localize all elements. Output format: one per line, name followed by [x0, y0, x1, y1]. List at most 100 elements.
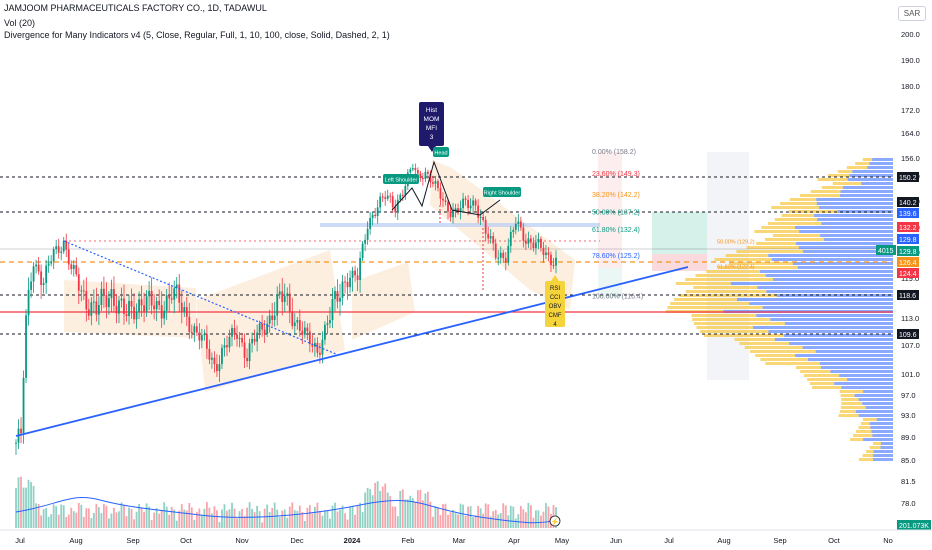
volume-bar — [326, 510, 329, 528]
volume-bar — [87, 508, 90, 528]
candle-body — [281, 291, 284, 303]
fib-label: 78.60% (125.2) — [592, 253, 640, 260]
profile-bar-down — [838, 414, 859, 417]
price-axis: 200.0190.0180.0172.0164.0156.0148.0140.0… — [876, 0, 932, 550]
candle-body — [432, 182, 434, 184]
candle-body — [447, 201, 449, 212]
candle-body — [459, 208, 462, 212]
volume-bar — [170, 506, 173, 528]
candle-body — [25, 315, 27, 378]
volume-bar — [517, 514, 520, 528]
price-badge-text: 139.6 — [899, 211, 917, 218]
candle-body — [499, 252, 502, 258]
fib-retracement: 0.00% (158.2) 23.60% (149.3) 38.20% (142.2… — [592, 149, 755, 300]
price-badge — [897, 520, 931, 530]
volume-bar — [298, 505, 301, 528]
volume-bar — [371, 495, 374, 528]
profile-bar-up — [768, 330, 896, 333]
candle-body — [457, 208, 459, 212]
profile-bar-down — [695, 274, 766, 277]
candle-body — [40, 271, 43, 285]
volume-bar — [145, 503, 148, 528]
volume-bar — [293, 510, 296, 528]
volume-bar — [313, 506, 316, 528]
volume-bar — [193, 519, 196, 528]
price-tick: 190.0 — [901, 56, 920, 65]
trend-lines — [15, 160, 689, 437]
profile-bar-down — [827, 174, 850, 177]
candle-body — [138, 299, 140, 312]
countdown-badge — [876, 245, 896, 255]
currency-button[interactable]: SAR — [898, 6, 926, 21]
candle-body — [489, 236, 492, 239]
candle-body — [449, 211, 452, 218]
candle-body — [155, 300, 158, 310]
volume-bar — [180, 504, 183, 528]
candle-body — [527, 238, 530, 244]
volume-bar — [32, 486, 35, 528]
candle-body — [185, 307, 188, 317]
candle-body — [153, 305, 156, 310]
profile-bar-down — [789, 210, 838, 213]
candle-body — [85, 290, 88, 310]
profile-bar-down — [800, 370, 831, 373]
candle-body — [150, 290, 153, 306]
candle-body — [115, 305, 118, 314]
time-tick: May — [555, 536, 569, 545]
candle-body — [303, 327, 306, 335]
profile-bar-up — [872, 434, 896, 437]
right-shoulder-label — [483, 187, 521, 197]
profile-bar-down — [703, 334, 784, 337]
volume-bar — [394, 506, 397, 528]
profile-bar-down — [862, 454, 874, 457]
volume-bar — [411, 498, 414, 528]
volume-bar — [258, 511, 261, 528]
candle-body — [113, 288, 115, 306]
volume-bar — [482, 513, 485, 528]
volume-bar — [296, 510, 299, 528]
candle-body — [236, 334, 238, 339]
volume-ma — [15, 497, 557, 524]
profile-bar-up — [795, 242, 896, 245]
price-badge-text: 129.8 — [899, 249, 917, 256]
price-tick: 101.0 — [901, 370, 920, 379]
price-tick: 164.0 — [901, 129, 920, 138]
candle-body — [414, 168, 417, 171]
volume-bar — [246, 507, 248, 528]
candle-body — [381, 196, 384, 198]
lightning-icon — [549, 515, 561, 527]
candle-body — [522, 227, 525, 241]
fib-shade-top — [598, 152, 622, 268]
candle-body — [30, 281, 32, 290]
volume-bar — [406, 499, 409, 528]
profile-bar-down — [717, 266, 798, 269]
volume-bar — [376, 481, 379, 528]
candle-body — [374, 214, 377, 217]
profile-bar-up — [802, 346, 896, 349]
profile-bar-down — [839, 390, 864, 393]
profile-bar-down — [729, 262, 794, 265]
volume-bar — [359, 502, 361, 528]
time-tick: Oct — [180, 536, 193, 545]
candle-body — [233, 327, 236, 335]
candle-body — [301, 330, 304, 335]
candle-body — [110, 288, 113, 299]
volume-bar — [364, 492, 367, 528]
volume-bar — [213, 506, 216, 528]
candle-body — [492, 236, 495, 244]
price-badge — [897, 197, 919, 207]
volume-bar — [263, 508, 266, 528]
profile-bar-down — [821, 186, 843, 189]
candle-body — [379, 196, 382, 208]
volume-bar — [361, 512, 364, 528]
volume-bar — [165, 506, 168, 528]
volume-bar — [346, 519, 349, 528]
volume-bar — [319, 510, 321, 528]
profile-bar-up — [841, 386, 896, 389]
volume-bars — [15, 476, 557, 528]
profile-bar-down — [706, 270, 761, 273]
candle-body — [205, 334, 208, 349]
profile-bar-up — [852, 170, 896, 173]
candle-body — [42, 283, 45, 285]
